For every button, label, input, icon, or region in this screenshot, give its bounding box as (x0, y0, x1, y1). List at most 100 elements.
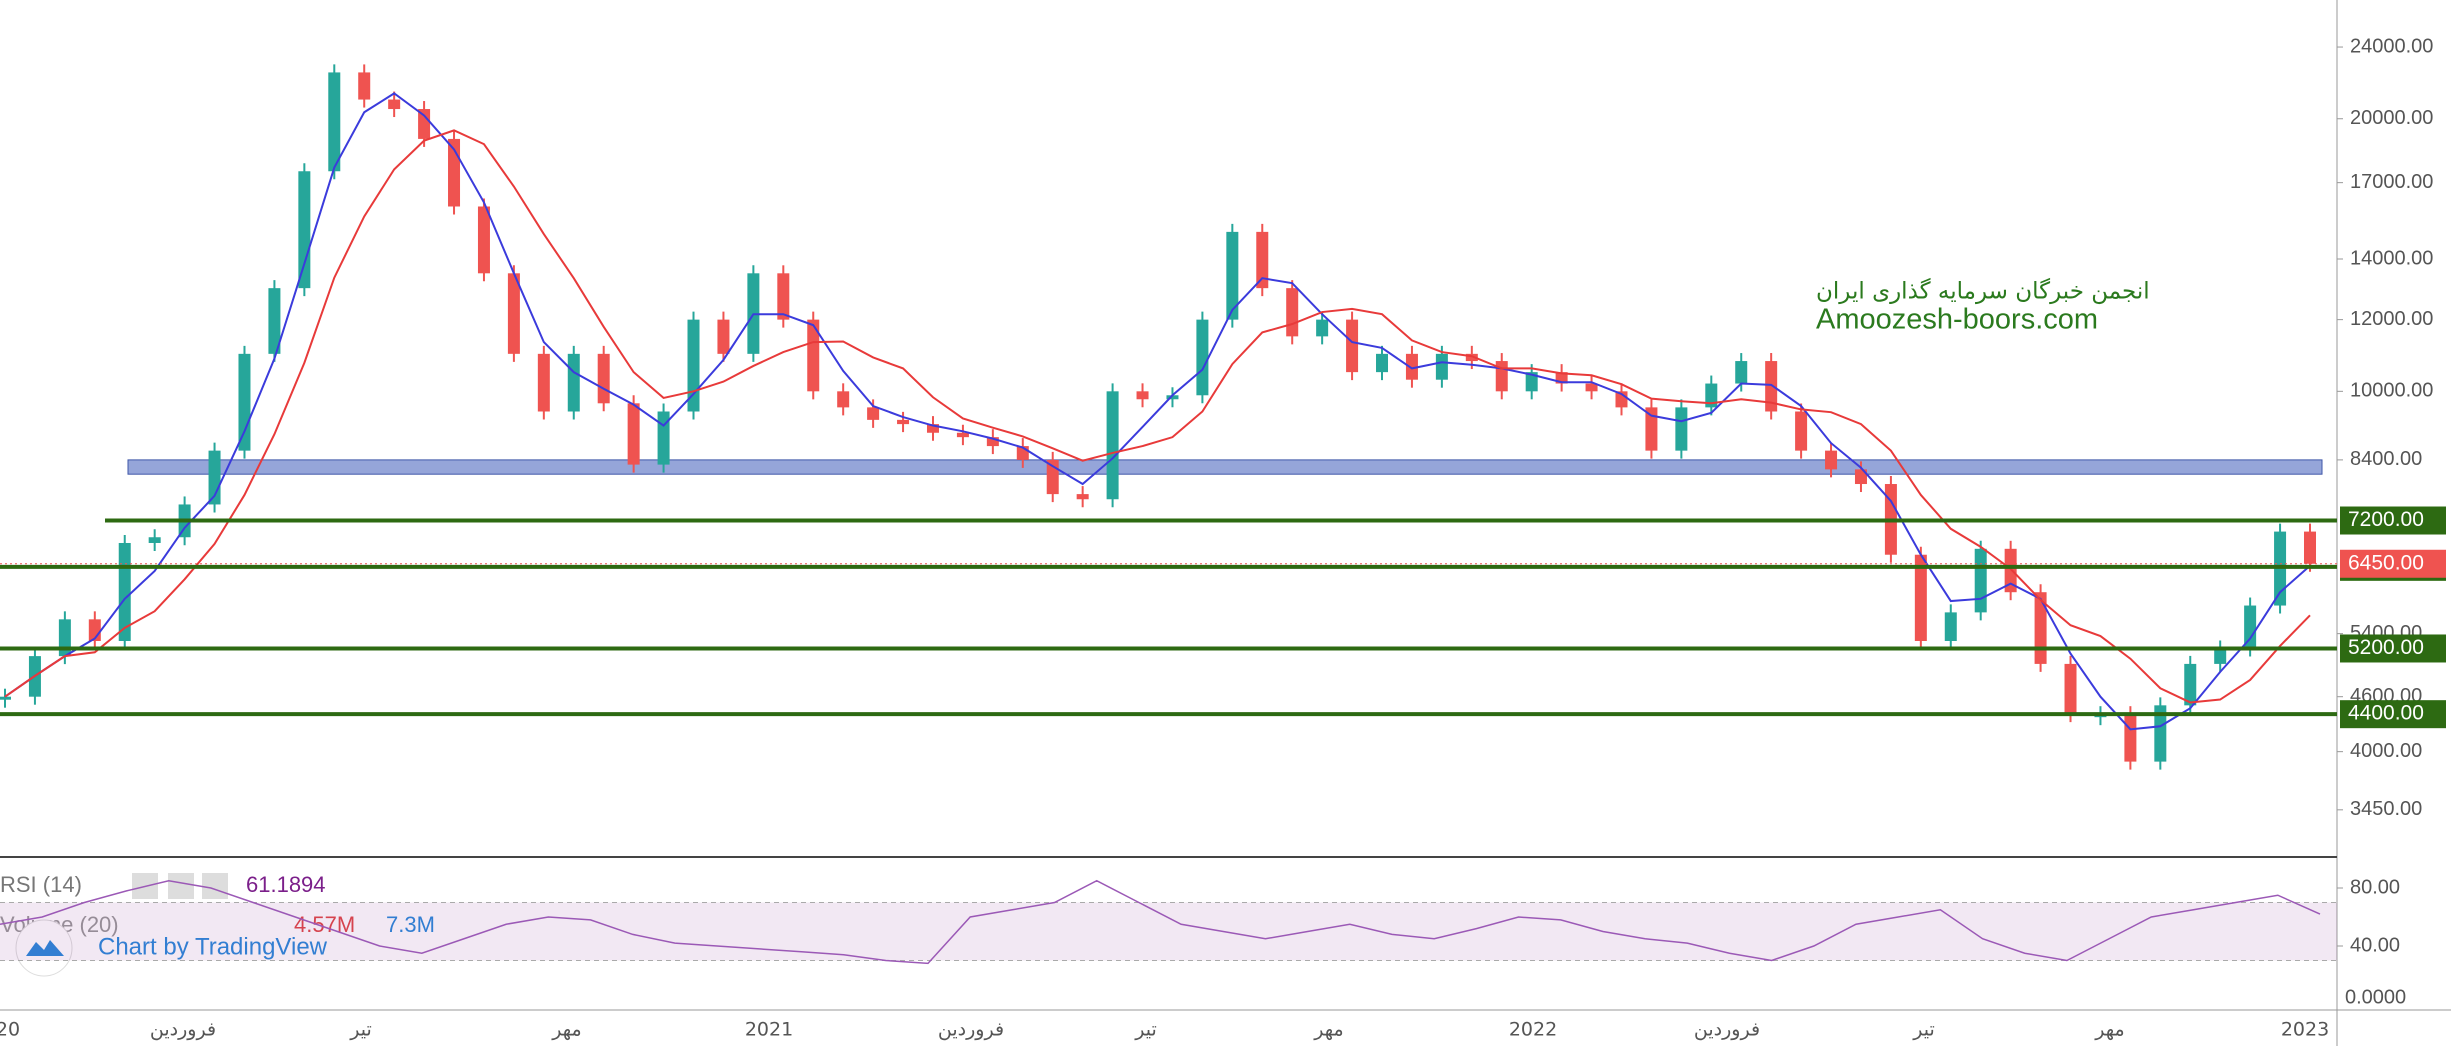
current-price-box (2340, 549, 2446, 578)
candle (537, 353, 550, 412)
candle (2064, 663, 2077, 715)
candle (567, 353, 580, 412)
candle (418, 109, 431, 139)
candle (1196, 319, 1209, 396)
time-label: 2022 (1509, 1019, 1557, 1041)
candle (1974, 548, 1987, 613)
time-label: فروردین (938, 1019, 1004, 1041)
time-label: تیر (1134, 1019, 1157, 1041)
rsi-value: 61.1894 (246, 872, 326, 897)
y-tick-label: 24000.00 (2350, 35, 2433, 57)
y-tick-label: 12000.00 (2350, 308, 2433, 330)
candle (1405, 353, 1418, 380)
candle (2124, 714, 2137, 762)
candle (1795, 411, 1808, 451)
ma-slow (4, 129, 2311, 704)
candle (956, 432, 969, 438)
candle (2304, 531, 2316, 564)
candle (1705, 383, 1718, 408)
candle (268, 288, 281, 354)
candle (1376, 353, 1389, 373)
candle (1525, 372, 1538, 392)
time-label: مهر (551, 1019, 581, 1041)
candle (986, 437, 999, 447)
candle (328, 72, 341, 172)
candle (477, 206, 490, 274)
rsi-line (0, 879, 2321, 965)
candle (2004, 548, 2017, 593)
close-icon[interactable] (202, 873, 228, 899)
candle (1555, 372, 1568, 384)
candle (2214, 648, 2227, 664)
time-label: تیر (349, 1019, 372, 1041)
candle (717, 319, 730, 354)
candle (897, 419, 910, 425)
candle (148, 537, 161, 543)
candle (1465, 353, 1478, 362)
tv-logo[interactable] (15, 919, 73, 977)
candle (1286, 288, 1299, 337)
credit[interactable]: Chart by TradingView (98, 933, 328, 960)
candle (597, 353, 610, 404)
y-tick-label: 3450.00 (2350, 798, 2422, 820)
candle (1136, 391, 1149, 400)
candle (687, 319, 700, 412)
watermark-url: Amoozesh-boors.com (1816, 304, 2098, 336)
candle (1495, 361, 1508, 392)
candle (1106, 391, 1119, 500)
candle (0, 696, 11, 700)
candle (388, 99, 401, 110)
rsi-tick-label: 40.00 (2350, 934, 2400, 956)
tv-logo-mark (26, 940, 64, 956)
candle (58, 619, 71, 657)
time-label: 20 (0, 1019, 20, 1041)
candle (1226, 231, 1239, 320)
candle (2244, 605, 2257, 649)
candle (238, 353, 251, 451)
candle (1944, 612, 1957, 641)
candle (507, 273, 520, 354)
level-label: 7200.00 (2348, 508, 2424, 531)
time-label: مهر (2094, 1019, 2124, 1041)
candle (298, 171, 311, 289)
watermark-fa: انجمن خبرگان سرمایه گذاری ایران (1816, 278, 2150, 305)
support-zone (127, 459, 2323, 475)
candle (807, 319, 820, 392)
ma-fast (4, 92, 2311, 731)
candle (2184, 663, 2197, 706)
time-label: 2021 (745, 1019, 793, 1041)
rsi-label: RSI (14) (0, 872, 82, 897)
candle (1645, 407, 1658, 451)
candle (837, 391, 850, 408)
volume-value-a: 4.57M (294, 912, 355, 937)
candle (1735, 361, 1748, 384)
time-label: فروردین (1694, 1019, 1760, 1041)
candle (2034, 592, 2047, 664)
level-box (2340, 634, 2446, 663)
candle (1675, 407, 1688, 451)
candle (1854, 469, 1867, 485)
time-label: مهر (1313, 1019, 1343, 1041)
candle (1765, 361, 1778, 412)
level-label: 5200.00 (2348, 636, 2424, 659)
candle (2154, 705, 2167, 762)
time-label: تیر (1912, 1019, 1935, 1041)
candle (1914, 554, 1927, 641)
main-pane (0, 64, 2323, 770)
format-icon[interactable] (168, 873, 194, 899)
y-tick-label: 8400.00 (2350, 448, 2422, 470)
level-box (2340, 700, 2446, 729)
time-label: 2023 (2281, 1019, 2329, 1041)
level-box (2340, 506, 2446, 535)
y-tick-label: 14000.00 (2350, 247, 2433, 269)
candle (1825, 450, 1838, 470)
volume-tick-label: 0.0000 (2345, 986, 2406, 1008)
y-tick-label: 20000.00 (2350, 107, 2433, 129)
candle (1316, 319, 1329, 337)
candle (1166, 395, 1179, 400)
candle (1585, 383, 1598, 392)
current-price-label: 6450.00 (2348, 551, 2424, 574)
rsi-tick-label: 80.00 (2350, 876, 2400, 898)
